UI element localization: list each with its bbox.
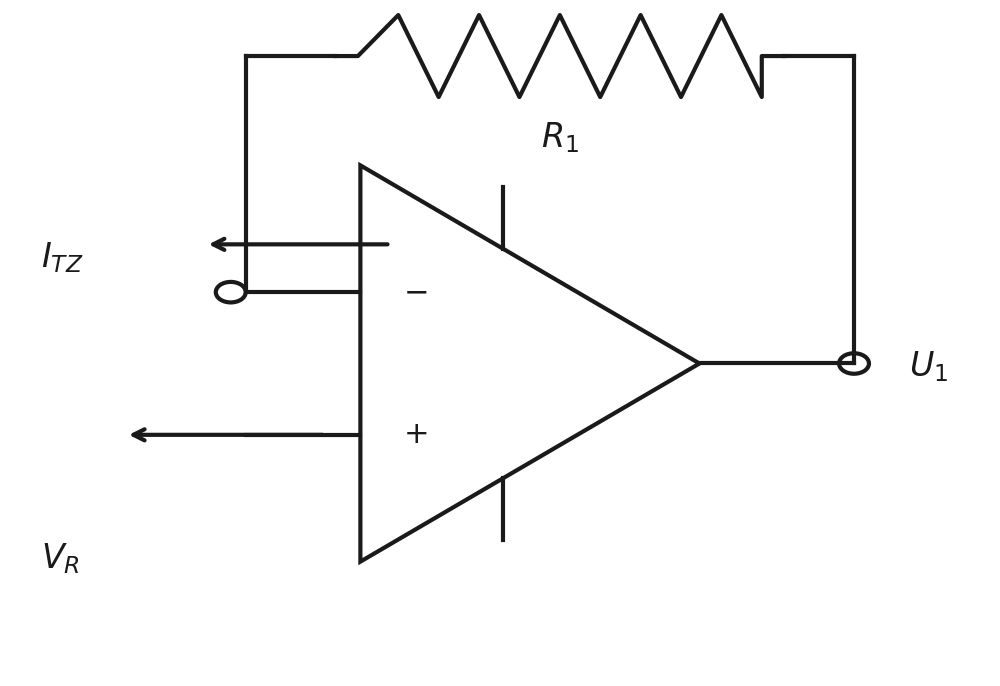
Text: $V_R$: $V_R$ [41, 541, 80, 576]
Text: $-$: $-$ [403, 278, 427, 307]
Text: $+$: $+$ [403, 421, 427, 449]
Text: $I_{TZ}$: $I_{TZ}$ [41, 240, 84, 275]
Text: $R_1$: $R_1$ [541, 121, 579, 156]
Text: $U_1$: $U_1$ [909, 350, 948, 384]
